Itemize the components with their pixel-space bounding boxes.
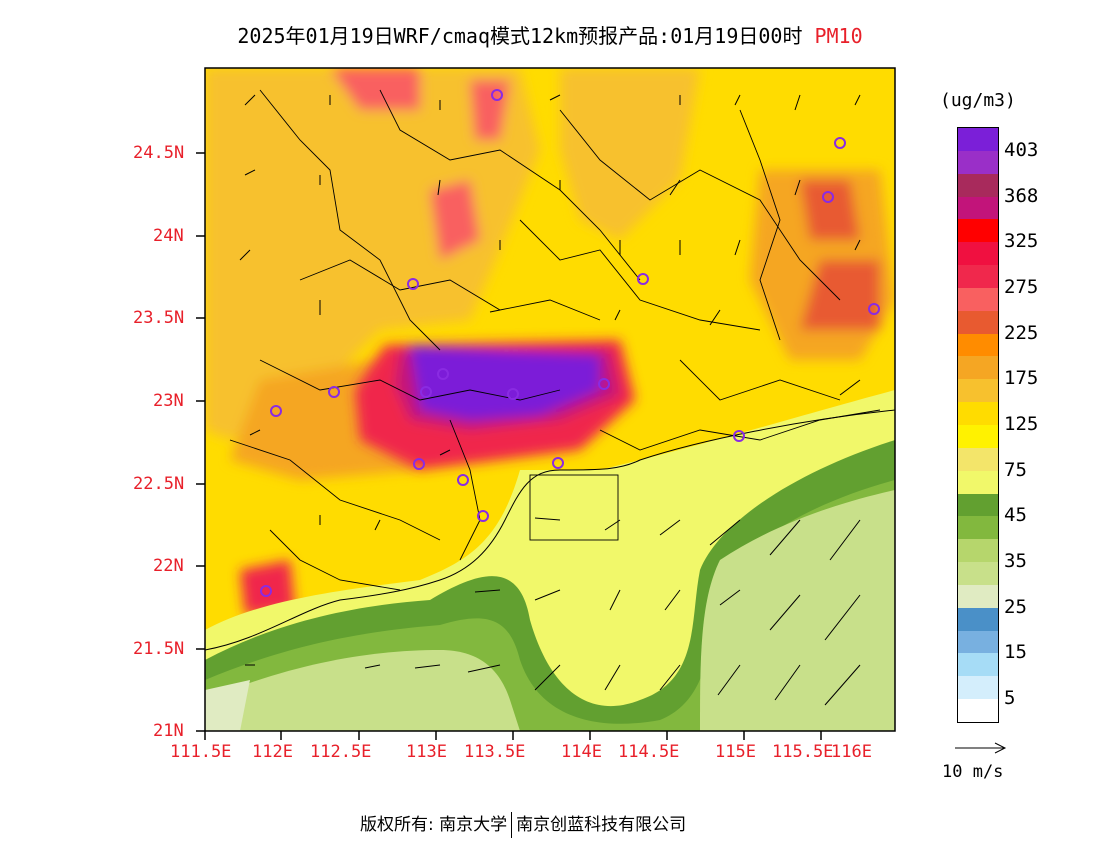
colorbar-swatch: [958, 699, 998, 722]
colorbar-swatch: [958, 379, 998, 403]
colorbar-label: 75: [1004, 458, 1027, 481]
lon-label: 116E: [831, 742, 872, 762]
colorbar-swatch: [958, 470, 998, 494]
colorbar-swatch: [958, 676, 998, 700]
lon-label: 113E: [406, 742, 447, 762]
colorbar-label: 225: [1004, 321, 1039, 344]
colorbar-swatch: [958, 128, 998, 151]
lon-label: 114E: [561, 742, 602, 762]
colorbar-swatch: [958, 402, 998, 425]
colorbar-swatch: [958, 607, 998, 631]
wind-vectors: [239, 94, 861, 706]
colorbar-label: 45: [1004, 504, 1027, 527]
map-title: 2025年01月19日WRF/cmaq模式12km预报产品:01月19日00时 P…: [0, 20, 1100, 49]
colorbar-swatch: [958, 653, 998, 677]
title-text: 2025年01月19日WRF/cmaq模式12km预报产品:01月19日00时: [237, 24, 803, 48]
county-boundaries: [229, 89, 881, 591]
colorbar-swatch: [958, 516, 998, 540]
colorbar-swatch: [958, 562, 998, 585]
pollutant-label: PM10: [814, 24, 863, 48]
colorbar-label: 325: [1004, 230, 1039, 253]
lat-label: 21N: [153, 721, 184, 741]
colorbar-swatch: [958, 196, 998, 220]
lon-label: 112.5E: [310, 742, 372, 762]
lat-label: 24N: [153, 226, 184, 246]
monitoring-sites: [260, 89, 880, 597]
colorbar-label: 175: [1004, 367, 1039, 390]
colorbar-swatch: [958, 173, 998, 197]
ocean-band-light: [205, 650, 520, 731]
colorbar-swatch: [958, 310, 998, 334]
colorbar-label: 15: [1004, 641, 1027, 664]
hk-box: [529, 474, 619, 541]
colorbar-swatch: [958, 447, 998, 471]
colorbar-swatch: [958, 356, 998, 380]
colorbar-swatch: [958, 150, 998, 174]
company-name: 南京创蓝科技有限公司: [516, 815, 687, 835]
colorbar-label: 35: [1004, 550, 1027, 573]
colorbar-swatch: [958, 539, 998, 563]
colorbar-swatch: [958, 333, 998, 357]
lon-ticks: [204, 731, 822, 740]
colorbar-unit: (ug/m3): [940, 90, 1016, 111]
footer-divider: [511, 812, 513, 838]
lon-label: 114.5E: [618, 742, 680, 762]
lon-label: 111.5E: [170, 742, 232, 762]
map-frame: [204, 67, 896, 732]
colorbar-swatch: [958, 219, 998, 243]
copyright-text: 版权所有: 南京大学: [360, 815, 508, 835]
lat-label: 22.5N: [133, 474, 185, 494]
coastline: [205, 409, 895, 651]
colorbar-swatch: [958, 493, 998, 517]
lat-label: 23.5N: [133, 308, 185, 328]
wind-reference-arrow: [955, 742, 1007, 754]
lat-label: 22N: [153, 556, 184, 576]
colorbar-label: 368: [1004, 184, 1039, 207]
lon-label: 113.5E: [464, 742, 526, 762]
colorbar: [957, 127, 999, 723]
colorbar-swatch: [958, 242, 998, 266]
lat-label: 24.5N: [133, 143, 185, 163]
lon-label: 115.5E: [772, 742, 834, 762]
copyright-footer: 版权所有: 南京大学 南京创蓝科技有限公司: [360, 810, 686, 838]
colorbar-swatch: [958, 584, 998, 608]
lat-label: 21.5N: [133, 639, 185, 659]
wind-reference-label: 10 m/s: [942, 762, 1004, 782]
colorbar-label: 25: [1004, 595, 1027, 618]
colorbar-swatch: [958, 287, 998, 311]
colorbar-label: 125: [1004, 413, 1039, 435]
colorbar-label: 5: [1004, 687, 1016, 710]
lat-ticks: [196, 152, 205, 732]
ocean-band-east: [700, 490, 895, 731]
ocean-lightest: [205, 680, 250, 731]
lat-label: 23N: [153, 391, 184, 411]
colorbar-swatch: [958, 424, 998, 448]
colorbar-label: 275: [1004, 275, 1039, 298]
lon-label: 112E: [252, 742, 293, 762]
lon-label: 115E: [715, 742, 756, 762]
pollution-core: [355, 340, 635, 470]
colorbar-label: 403: [1004, 138, 1039, 161]
colorbar-swatch: [958, 265, 998, 288]
colorbar-swatch: [958, 630, 998, 654]
